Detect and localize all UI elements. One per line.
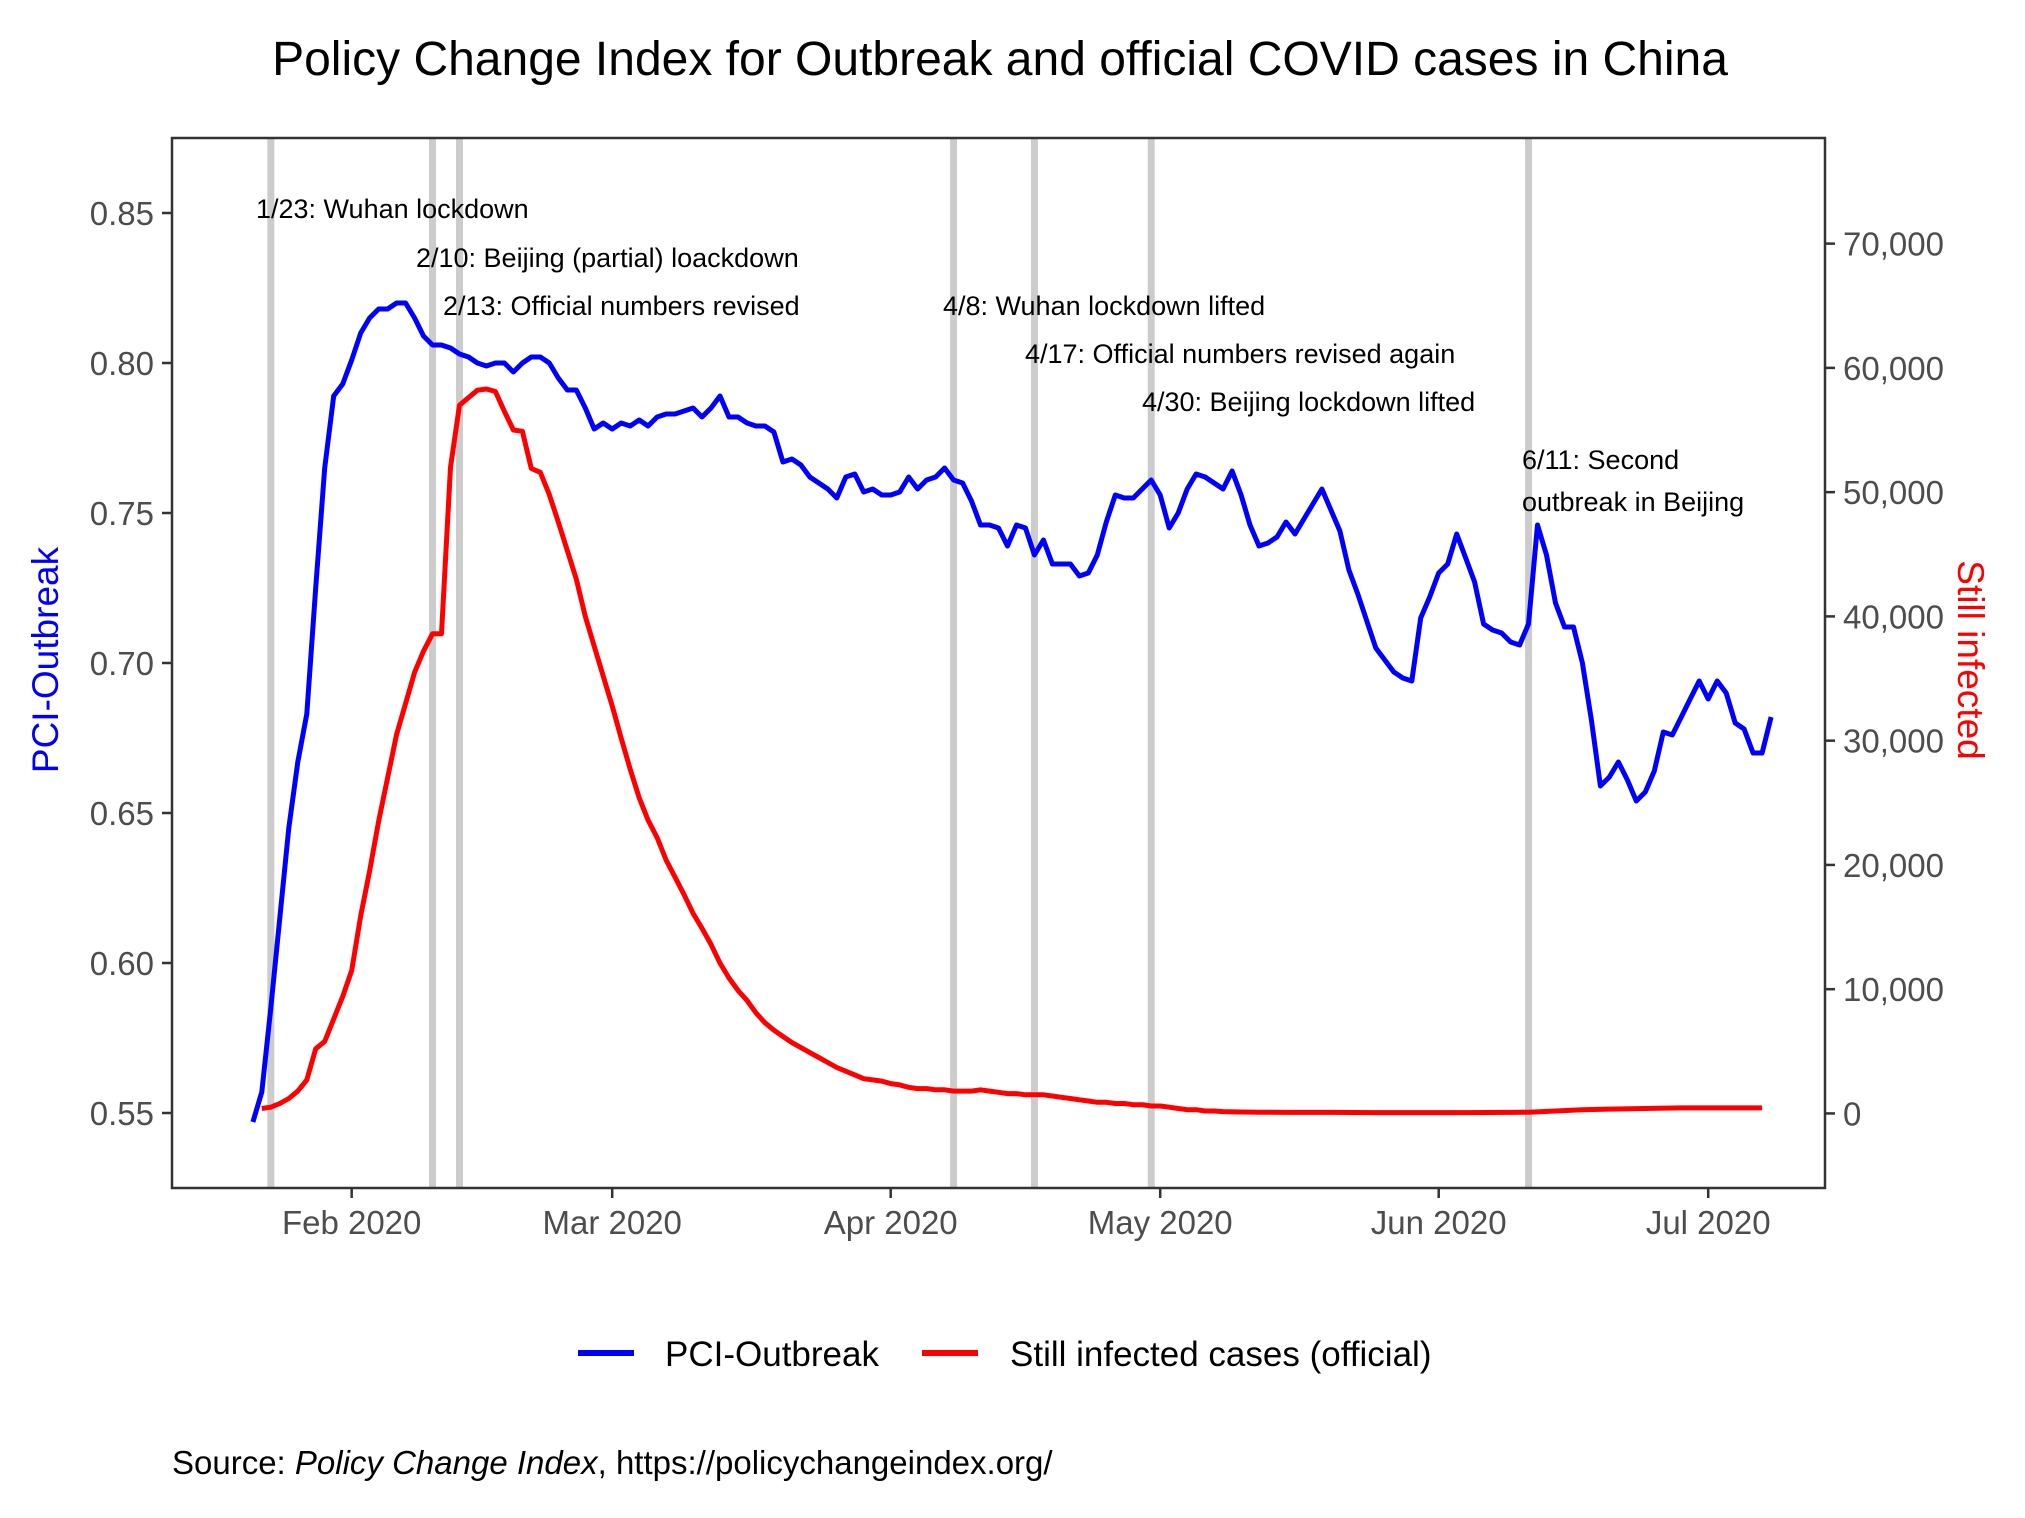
event-annotation-0: 1/23: Wuhan lockdown — [256, 194, 529, 224]
series-line-pci-outbreak — [250, 300, 1774, 1123]
right-axis: 0 10,000 20,000 30,000 40,000 50,000 60,000 70,… — [1825, 226, 1944, 1132]
series-layer — [250, 300, 1774, 1123]
legend: PCI-Outbreak Still infected cases (offic… — [578, 1335, 1431, 1374]
legend-label-pci: PCI-Outbreak — [665, 1335, 879, 1374]
event-annotations: 1/23: Wuhan lockdown 2/10: Beijing (parti… — [256, 194, 1744, 517]
event-annotation-1: 2/10: Beijing (partial) loackdown — [416, 243, 799, 273]
x-tick-label-2: Apr 2020 — [824, 1204, 958, 1241]
right-tick-label-3: 30,000 — [1843, 723, 1944, 760]
event-annotation-3: 4/8: Wuhan lockdown lifted — [943, 291, 1265, 321]
left-tick-label-2: 0.65 — [90, 795, 154, 832]
legend-label-infected: Still infected cases (official) — [1010, 1335, 1431, 1374]
left-tick-label-4: 0.75 — [90, 495, 154, 532]
right-tick-label-6: 60,000 — [1843, 350, 1944, 387]
chart-title: Policy Change Index for Outbreak and off… — [272, 33, 1728, 86]
left-axis: 0.55 0.60 0.65 0.70 0.75 0.80 0.85 — [90, 195, 172, 1132]
x-tick-label-5: Jul 2020 — [1646, 1204, 1771, 1241]
series-line-still-infected — [261, 386, 1763, 1116]
x-tick-label-1: Mar 2020 — [542, 1204, 681, 1241]
x-tick-label-3: May 2020 — [1088, 1204, 1233, 1241]
source-prefix: Source: — [172, 1444, 295, 1481]
right-tick-label-0: 0 — [1843, 1095, 1861, 1132]
right-tick-label-5: 50,000 — [1843, 474, 1944, 511]
left-tick-label-3: 0.70 — [90, 645, 154, 682]
left-tick-label-6: 0.85 — [90, 195, 154, 232]
event-annotation-6-line-1: outbreak in Beijing — [1522, 487, 1744, 517]
event-annotation-2: 2/13: Official numbers revised — [443, 291, 800, 321]
source-suffix: , https://policychangeindex.org/ — [598, 1444, 1054, 1481]
left-axis-title: PCI-Outbreak — [25, 546, 66, 773]
left-tick-label-0: 0.55 — [90, 1095, 154, 1132]
right-axis-title: Still infected — [1950, 560, 1991, 760]
source-note: Source: Policy Change Index, https://pol… — [172, 1444, 1053, 1481]
left-tick-label-5: 0.80 — [90, 345, 154, 382]
x-tick-label-4: Jun 2020 — [1371, 1204, 1507, 1241]
event-annotation-5: 4/30: Beijing lockdown lifted — [1142, 387, 1475, 417]
right-tick-label-4: 40,000 — [1843, 598, 1944, 635]
left-tick-label-1: 0.60 — [90, 945, 154, 982]
right-tick-label-1: 10,000 — [1843, 971, 1944, 1008]
source-name: Policy Change Index — [295, 1444, 599, 1481]
right-tick-label-2: 20,000 — [1843, 847, 1944, 884]
event-annotation-4: 4/17: Official numbers revised again — [1025, 339, 1455, 369]
right-tick-label-7: 70,000 — [1843, 226, 1944, 263]
event-annotation-6-line-0: 6/11: Second — [1522, 445, 1679, 475]
x-tick-label-0: Feb 2020 — [282, 1204, 421, 1241]
event-lines — [267, 138, 1533, 1188]
x-axis: Feb 2020 Mar 2020 Apr 2020 May 2020 Jun 2020… — [282, 1188, 1771, 1241]
